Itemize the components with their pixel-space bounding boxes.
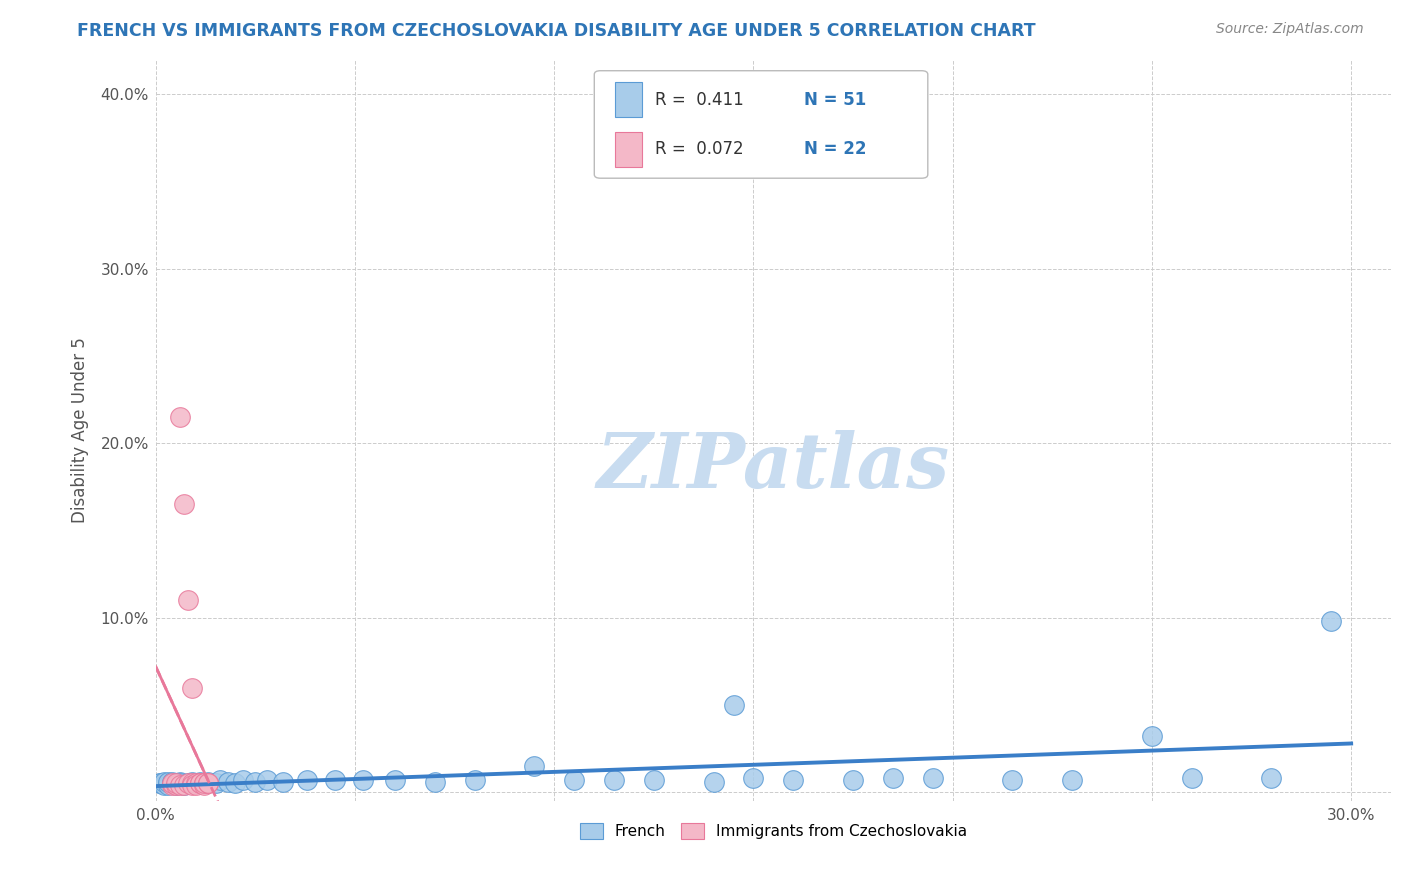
Point (184, 776, 207, 790)
FancyBboxPatch shape (595, 70, 928, 178)
Point (176, 776, 198, 790)
Point (197, 776, 219, 790)
Point (169, 778, 191, 792)
Point (208, 772, 231, 787)
Point (921, 771, 943, 785)
Text: N = 22: N = 22 (804, 140, 866, 158)
Point (188, 776, 211, 790)
Point (149, 776, 172, 790)
Point (295, 772, 318, 787)
Point (156, 776, 179, 790)
Point (352, 772, 374, 787)
Point (423, 774, 446, 789)
Point (152, 774, 174, 789)
Point (180, 776, 202, 790)
Point (193, 776, 215, 790)
Point (224, 776, 246, 790)
Point (165, 778, 187, 792)
Point (232, 772, 254, 787)
Point (173, 778, 195, 792)
Text: R =  0.072: R = 0.072 (655, 140, 744, 158)
Point (165, 776, 187, 790)
Point (323, 772, 346, 787)
Text: Source: ZipAtlas.com: Source: ZipAtlas.com (1216, 22, 1364, 37)
Point (176, 593, 198, 607)
Point (742, 771, 765, 785)
Point (197, 774, 219, 789)
Point (188, 776, 211, 790)
Point (169, 410, 191, 425)
Point (782, 772, 804, 787)
Point (156, 774, 179, 789)
Point (160, 774, 183, 789)
Point (169, 776, 191, 790)
Point (193, 776, 215, 790)
Text: R =  0.411: R = 0.411 (655, 91, 744, 109)
Point (165, 778, 187, 792)
Point (184, 776, 207, 790)
Point (1181, 771, 1204, 785)
Point (204, 776, 226, 790)
Point (184, 778, 207, 792)
Point (643, 772, 665, 787)
Point (703, 774, 725, 789)
Text: ZIPatlas: ZIPatlas (596, 430, 950, 504)
Point (842, 772, 865, 787)
Text: FRENCH VS IMMIGRANTS FROM CZECHOSLOVAKIA DISABILITY AGE UNDER 5 CORRELATION CHAR: FRENCH VS IMMIGRANTS FROM CZECHOSLOVAKIA… (77, 22, 1036, 40)
Point (1062, 772, 1084, 787)
Point (1140, 729, 1163, 743)
Point (173, 778, 195, 792)
Point (193, 778, 215, 792)
Legend: French, Immigrants from Czechoslovakia: French, Immigrants from Czechoslovakia (574, 817, 973, 845)
Point (173, 497, 195, 511)
Point (188, 774, 211, 789)
Point (197, 776, 219, 790)
Point (464, 772, 486, 787)
Point (160, 778, 183, 792)
Point (156, 778, 179, 792)
Point (176, 776, 198, 790)
Point (1320, 614, 1343, 628)
Point (603, 772, 626, 787)
Y-axis label: Disability Age Under 5: Disability Age Under 5 (72, 337, 89, 524)
Point (256, 772, 278, 787)
Point (165, 776, 187, 790)
Point (245, 774, 267, 789)
Point (160, 776, 183, 790)
Point (160, 776, 183, 790)
Point (1001, 772, 1024, 787)
Point (169, 774, 191, 789)
Point (152, 778, 174, 792)
Point (1260, 771, 1282, 785)
Point (384, 772, 406, 787)
FancyBboxPatch shape (616, 131, 643, 167)
Point (523, 759, 546, 773)
Point (180, 681, 202, 695)
Point (193, 776, 215, 790)
Point (149, 776, 172, 790)
Point (217, 774, 239, 789)
Point (271, 774, 294, 789)
FancyBboxPatch shape (616, 82, 643, 118)
Text: N = 51: N = 51 (804, 91, 866, 109)
Point (180, 778, 202, 792)
Point (180, 774, 202, 789)
Point (882, 771, 904, 785)
Point (562, 772, 585, 787)
Point (723, 698, 745, 712)
